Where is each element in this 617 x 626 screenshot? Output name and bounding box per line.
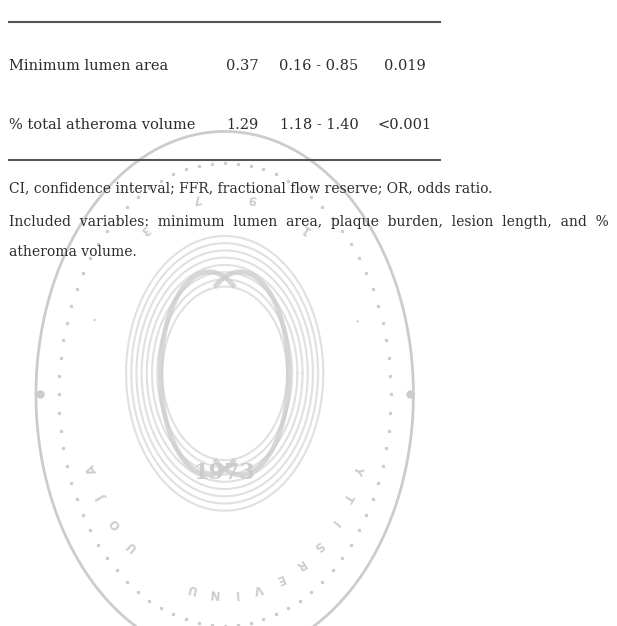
Text: I: I — [233, 587, 239, 600]
Text: 0.16 - 0.85: 0.16 - 0.85 — [280, 59, 358, 73]
Text: 0.019: 0.019 — [384, 59, 425, 73]
Text: J: J — [95, 492, 109, 503]
Text: T: T — [340, 491, 355, 505]
Text: U: U — [184, 581, 197, 596]
Text: N: N — [208, 587, 219, 600]
Text: CI, confidence interval; FFR, fractional flow reserve; OR, odds ratio.: CI, confidence interval; FFR, fractional… — [9, 181, 492, 195]
Text: 7: 7 — [191, 192, 202, 205]
Text: <0.001: <0.001 — [378, 118, 431, 132]
Text: E: E — [274, 572, 286, 587]
Text: ·: · — [351, 315, 365, 324]
Text: O: O — [107, 515, 123, 531]
Text: atheroma volume.: atheroma volume. — [9, 245, 137, 259]
Text: 1973: 1973 — [194, 462, 255, 485]
Text: % total atheroma volume: % total atheroma volume — [9, 118, 196, 132]
Text: R: R — [293, 557, 307, 572]
Text: Minimum lumen area: Minimum lumen area — [9, 59, 168, 73]
Text: U: U — [123, 538, 139, 554]
Text: A: A — [84, 463, 99, 476]
Text: 1.29: 1.29 — [226, 118, 259, 132]
Text: Included  variables:  minimum  lumen  area,  plaque  burden,  lesion  length,  a: Included variables: minimum lumen area, … — [9, 215, 617, 229]
Text: 9: 9 — [247, 192, 258, 206]
Text: 1: 1 — [298, 221, 312, 237]
Text: Y: Y — [350, 463, 365, 476]
Text: ·: · — [85, 315, 99, 324]
Text: 3: 3 — [138, 221, 152, 237]
Text: V: V — [252, 581, 264, 596]
Text: I: I — [328, 517, 341, 529]
Text: S: S — [311, 538, 326, 553]
Text: 0.37: 0.37 — [226, 59, 259, 73]
Text: 1.18 - 1.40: 1.18 - 1.40 — [280, 118, 358, 132]
